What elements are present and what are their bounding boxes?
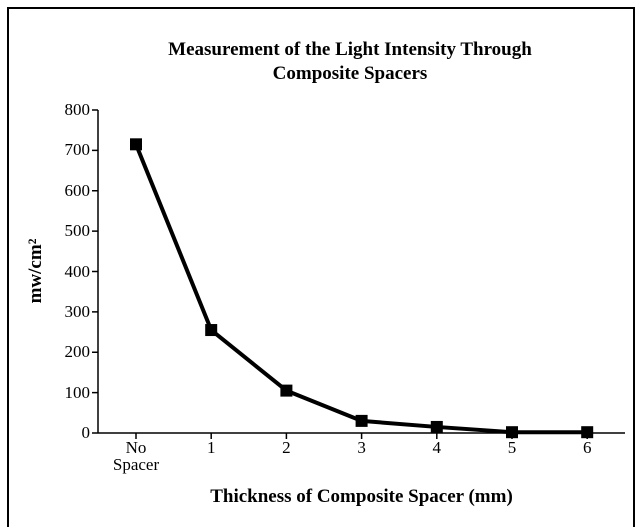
x-tick-label: 3 bbox=[357, 438, 366, 457]
data-point bbox=[506, 426, 518, 439]
chart-title: Measurement of the Light Intensity Throu… bbox=[168, 39, 532, 84]
y-tick-label: 700 bbox=[64, 140, 91, 160]
y-tick-label: 600 bbox=[64, 180, 91, 200]
data-point bbox=[430, 420, 443, 433]
x-tick-label: 5 bbox=[507, 438, 517, 457]
data-point bbox=[205, 324, 218, 337]
x-tick-label: 2 bbox=[282, 438, 291, 457]
y-tick-label: 400 bbox=[64, 261, 91, 281]
x-tick-label: 6 bbox=[582, 438, 592, 457]
x-tick-label: No Spacer bbox=[112, 438, 160, 474]
y-tick-label: 800 bbox=[64, 100, 91, 119]
data-point bbox=[355, 414, 368, 427]
y-tick-label: 500 bbox=[64, 221, 91, 241]
y-tick-label: 200 bbox=[64, 342, 91, 362]
x-tick-label: 4 bbox=[432, 438, 442, 457]
data-point bbox=[130, 138, 142, 151]
x-tick-label: 1 bbox=[206, 438, 216, 457]
data-point bbox=[581, 426, 594, 439]
x-axis-label: Thickness of Composite Spacer (mm) bbox=[210, 486, 513, 507]
y-tick-label: 300 bbox=[64, 301, 91, 321]
data-point bbox=[280, 384, 293, 397]
y-tick-label: 0 bbox=[81, 423, 91, 442]
frame bbox=[7, 7, 635, 527]
data-line bbox=[134, 143, 588, 435]
y-tick-label: 100 bbox=[64, 382, 91, 402]
